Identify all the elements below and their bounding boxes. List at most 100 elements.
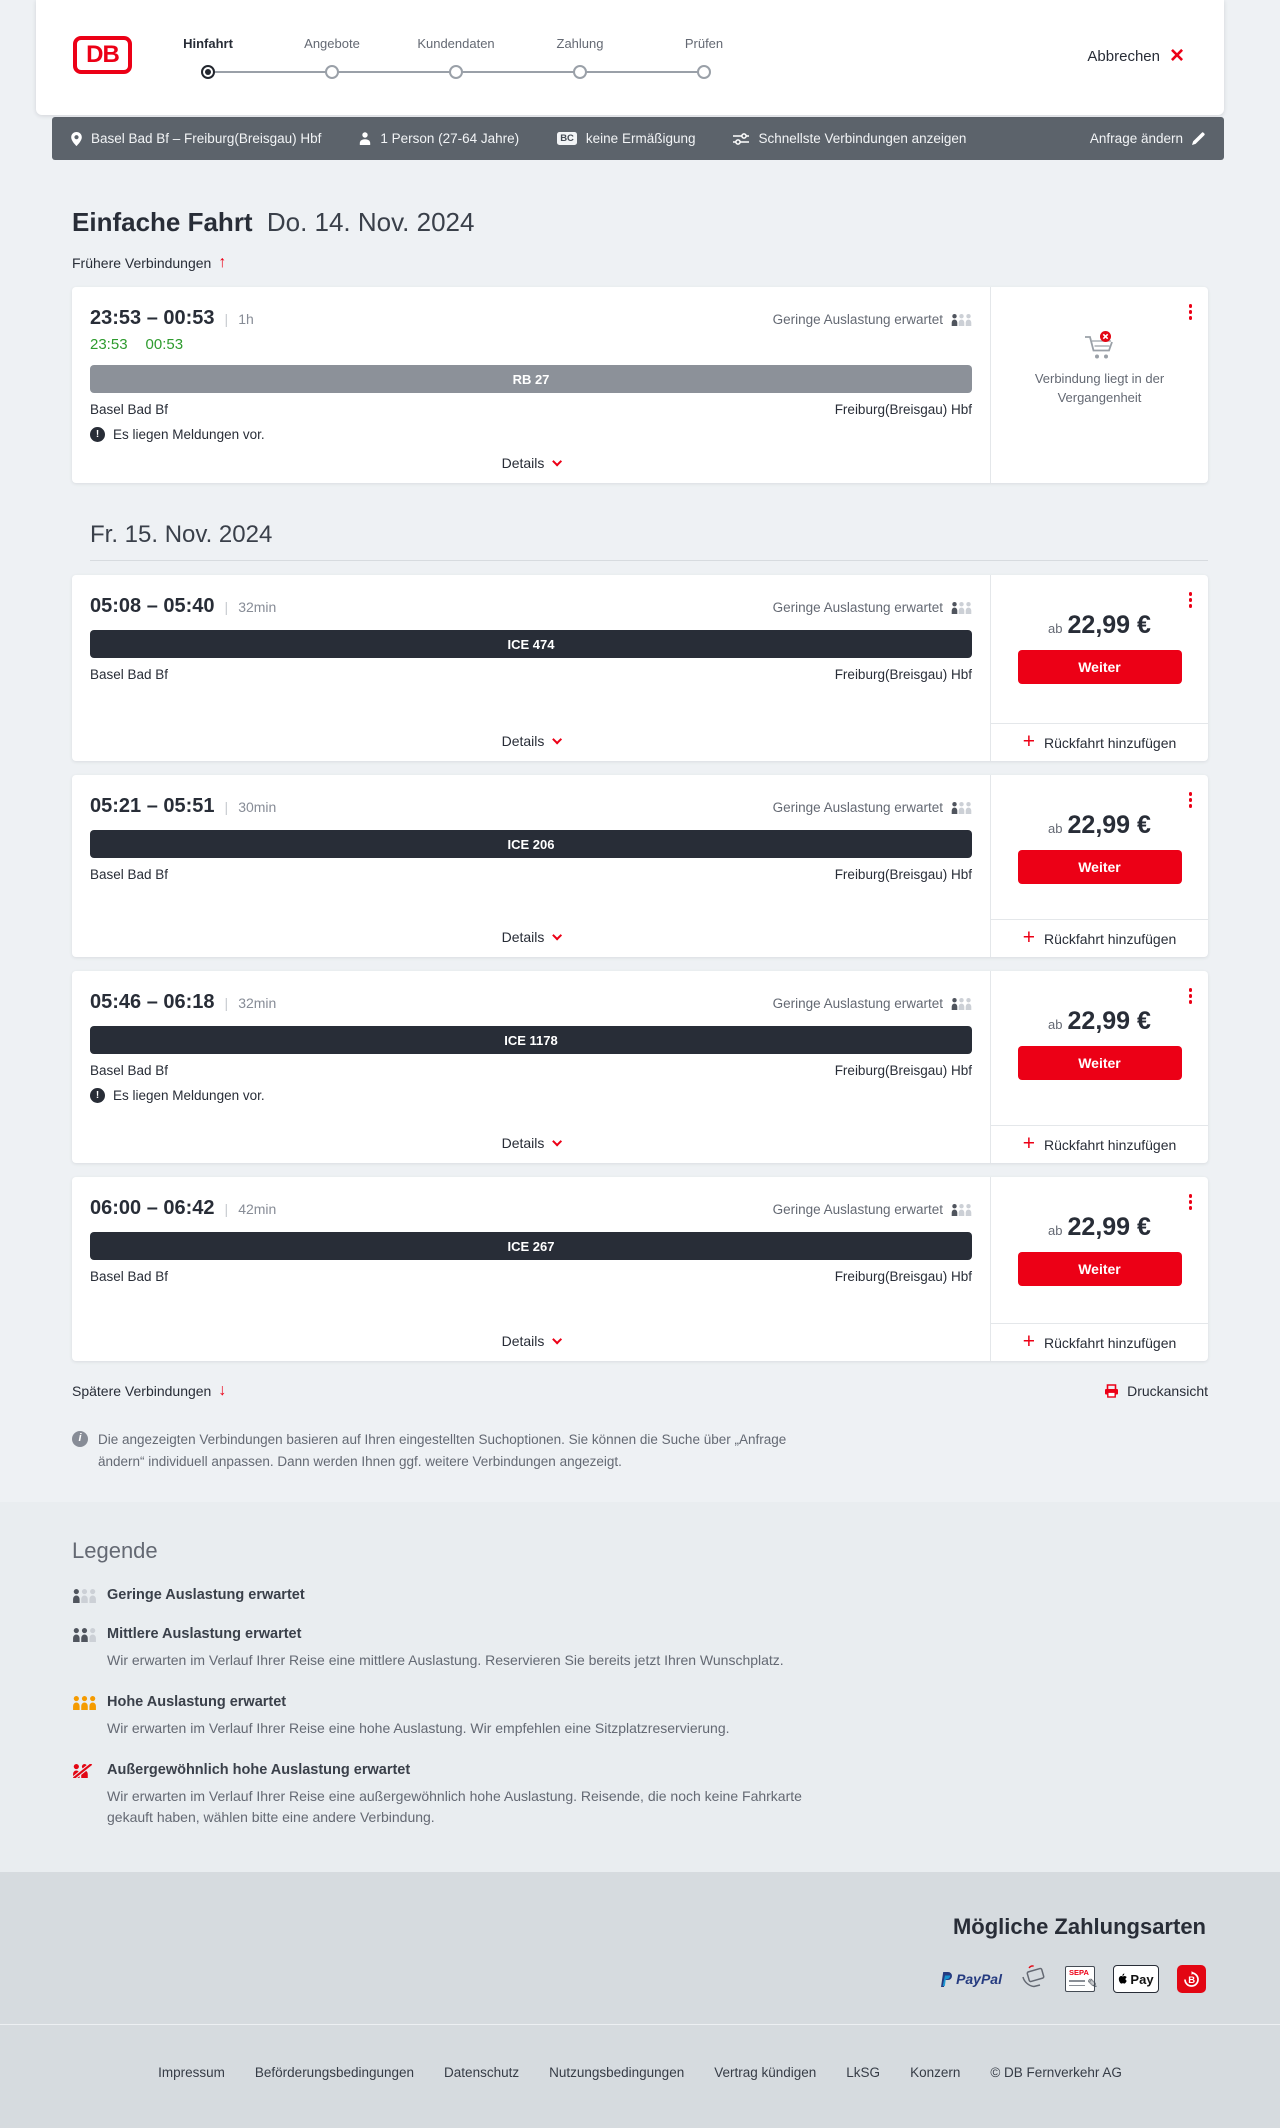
footer-link-lksg[interactable]: LkSG xyxy=(846,2065,881,2081)
footer-link-vertrag-kuendigen[interactable]: Vertrag kündigen xyxy=(714,2065,817,2081)
apple-pay-icon: Pay xyxy=(1113,1965,1159,1994)
connection-times: 05:21 – 05:51 xyxy=(90,795,215,817)
occupancy-low-icon xyxy=(951,601,972,614)
price: 22,99 € xyxy=(1067,1007,1151,1035)
legend-title: Legende xyxy=(72,1538,158,1564)
price: 22,99 € xyxy=(1067,1213,1151,1241)
step-angebote[interactable]: Angebote xyxy=(270,36,394,79)
route-summary: Basel Bad Bf – Freiburg(Breisgau) Hbf xyxy=(71,131,321,146)
destination-station: Freiburg(Breisgau) Hbf xyxy=(834,867,972,882)
details-toggle[interactable]: Details xyxy=(502,733,562,749)
search-options-note: i Die angezeigten Verbindungen basieren … xyxy=(72,1429,1208,1472)
step-pruefen[interactable]: Prüfen xyxy=(642,36,766,79)
page-title: Einfache Fahrt Do. 14. Nov. 2024 xyxy=(72,207,1208,238)
connection-menu-button[interactable] xyxy=(1186,1191,1196,1213)
messages-notice: ! Es liegen Meldungen vor. xyxy=(90,1088,972,1103)
past-connection-note: Verbindung liegt in der Vergangenheit xyxy=(1034,371,1165,405)
booking-panel-past: Verbindung liegt in der Vergangenheit xyxy=(990,287,1208,483)
discount-summary: BC keine Ermäßigung xyxy=(557,131,695,146)
cancel-button[interactable]: Abbrechen × xyxy=(1087,42,1184,69)
train-number: ICE 1178 xyxy=(504,1032,558,1048)
step-dot xyxy=(573,65,587,79)
connection-duration: 42min xyxy=(238,1201,277,1217)
legend-item-very-high: Außergewöhnlich hohe Auslastung erwartet… xyxy=(72,1762,1208,1828)
train-number: ICE 267 xyxy=(507,1238,555,1254)
add-return-button[interactable]: + Rückfahrt hinzufügen xyxy=(991,919,1208,957)
legend-item-medium: Mittlere Auslastung erwartet Wir erwarte… xyxy=(72,1626,1208,1671)
footer-link-datenschutz[interactable]: Datenschutz xyxy=(444,2065,520,2081)
price-row: ab 22,99 € xyxy=(1048,1213,1151,1241)
sepa-icon: SEPA ✎ xyxy=(1065,1966,1098,1993)
step-hinfahrt[interactable]: Hinfahrt xyxy=(146,36,270,79)
printer-icon xyxy=(1105,1384,1119,1398)
step-zahlung[interactable]: Zahlung xyxy=(518,36,642,79)
close-icon: × xyxy=(1169,42,1184,69)
price: 22,99 € xyxy=(1067,611,1151,639)
continue-button[interactable]: Weiter xyxy=(1017,850,1182,884)
origin-station: Basel Bad Bf xyxy=(90,667,169,682)
details-toggle[interactable]: Details xyxy=(502,929,562,945)
step-dot xyxy=(449,65,463,79)
later-connections-link[interactable]: Spätere Verbindungen ↓ xyxy=(72,1382,227,1400)
cart-unavailable-icon xyxy=(1084,331,1113,359)
train-number: RB 27 xyxy=(512,371,550,387)
add-return-button[interactable]: + Rückfahrt hinzufügen xyxy=(991,1125,1208,1163)
continue-button[interactable]: Weiter xyxy=(1017,1252,1182,1286)
train-segment-bar[interactable]: ICE 474 xyxy=(90,630,972,658)
messages-notice: ! Es liegen Meldungen vor. xyxy=(90,427,972,442)
step-kundendaten[interactable]: Kundendaten xyxy=(394,36,518,79)
connection-menu-button[interactable] xyxy=(1186,789,1196,811)
chevron-down-icon xyxy=(551,456,562,466)
booking-panel: ab 22,99 € Weiter + Rückfahrt hinzufügen xyxy=(990,575,1208,761)
booking-panel: ab 22,99 € Weiter + Rückfahrt hinzufügen xyxy=(990,1177,1208,1361)
price: 22,99 € xyxy=(1067,811,1151,839)
connection-duration: 1h xyxy=(238,311,254,327)
db-logo[interactable]: DB xyxy=(73,36,132,74)
train-number: ICE 206 xyxy=(507,836,555,852)
person-icon xyxy=(360,132,371,145)
legend-section: Legende Geringe Auslastung erwartet Mitt… xyxy=(0,1502,1280,1873)
details-toggle[interactable]: Details xyxy=(502,1135,562,1151)
details-toggle[interactable]: Details xyxy=(502,455,562,471)
arrow-down-icon: ↓ xyxy=(218,1382,227,1399)
continue-button[interactable]: Weiter xyxy=(1017,650,1182,684)
train-segment-bar[interactable]: ICE 206 xyxy=(90,830,972,858)
print-view-button[interactable]: Druckansicht xyxy=(1104,1383,1208,1399)
bahncard-icon: BC xyxy=(557,131,577,146)
train-segment-bar[interactable]: ICE 267 xyxy=(90,1232,972,1260)
earlier-connections-link[interactable]: Frühere Verbindungen ↑ xyxy=(72,254,227,272)
payment-icons-row: PayPal SEPA ✎ Pay xyxy=(939,1964,1206,1994)
location-pin-icon xyxy=(71,131,82,146)
connection-card: 05:08 – 05:40 | 32min Geringe Auslastung… xyxy=(72,575,1208,761)
info-icon: i xyxy=(72,1431,88,1447)
price-row: ab 22,99 € xyxy=(1048,1007,1151,1035)
details-toggle[interactable]: Details xyxy=(502,1333,562,1349)
credit-card-icon xyxy=(1020,1964,1047,1994)
step-dot-active xyxy=(201,65,215,79)
train-segment-bar[interactable]: ICE 1178 xyxy=(90,1026,972,1054)
paypal-icon: PayPal xyxy=(939,1971,1002,1988)
footer-link-befoerderungsbedingungen[interactable]: Beförderungsbedingungen xyxy=(254,2065,415,2081)
connection-menu-button[interactable] xyxy=(1186,301,1196,323)
footer-link-konzern[interactable]: Konzern xyxy=(910,2065,961,2081)
footer-link-impressum[interactable]: Impressum xyxy=(158,2065,225,2081)
continue-button[interactable]: Weiter xyxy=(1017,1046,1182,1080)
connection-menu-button[interactable] xyxy=(1186,589,1196,611)
connection-card: 05:21 – 05:51 | 30min Geringe Auslastung… xyxy=(72,775,1208,957)
connection-duration: 30min xyxy=(238,799,277,815)
day-divider xyxy=(90,560,1208,561)
chevron-down-icon xyxy=(551,734,562,744)
add-return-button[interactable]: + Rückfahrt hinzufügen xyxy=(991,1323,1208,1361)
connection-times: 23:53 – 00:53 xyxy=(90,307,215,329)
connection-details-area: 23:53 – 00:53 | 1h Geringe Auslastung er… xyxy=(90,307,972,471)
page-footer: Impressum Beförderungsbedingungen Datens… xyxy=(0,2024,1280,2128)
origin-station: Basel Bad Bf xyxy=(90,1063,169,1078)
edit-request-button[interactable]: Anfrage ändern xyxy=(1090,131,1205,146)
trip-date: Do. 14. Nov. 2024 xyxy=(266,207,475,237)
train-segment-bar[interactable]: RB 27 xyxy=(90,365,972,393)
connection-menu-button[interactable] xyxy=(1186,985,1196,1007)
add-return-button[interactable]: + Rückfahrt hinzufügen xyxy=(991,723,1208,761)
alert-icon: ! xyxy=(90,427,105,442)
footer-link-nutzungsbedingungen[interactable]: Nutzungsbedingungen xyxy=(549,2065,685,2081)
occupancy-high-icon xyxy=(73,1696,96,1711)
